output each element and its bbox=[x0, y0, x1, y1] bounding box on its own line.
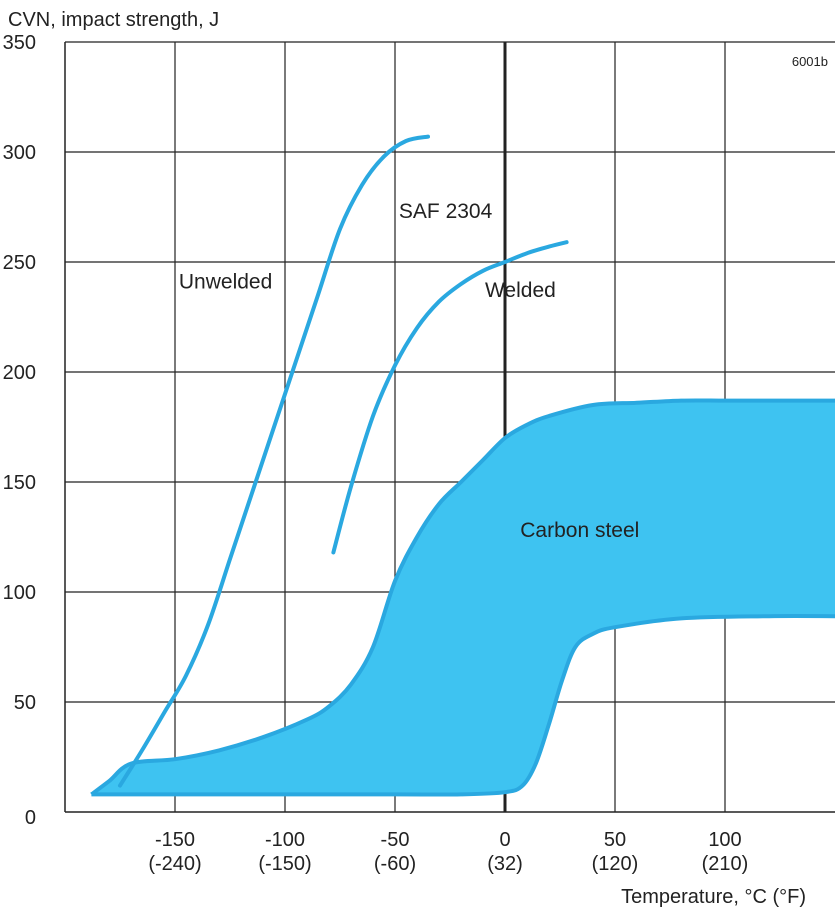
y-tick-label: 350 bbox=[3, 32, 36, 54]
y-tick-label: 100 bbox=[3, 582, 36, 604]
x-tick-label: -150 bbox=[155, 829, 195, 851]
x-tick-label: 50 bbox=[604, 829, 626, 851]
y-tick-label: 50 bbox=[14, 692, 36, 714]
x-tick-label: -50 bbox=[381, 829, 410, 851]
figure-code: 6001b bbox=[792, 54, 828, 69]
y-tick-label: 300 bbox=[3, 142, 36, 164]
x-tick-sublabel: (120) bbox=[592, 853, 639, 875]
y-tick-label: 0 bbox=[25, 807, 36, 829]
y-tick-label: 200 bbox=[3, 362, 36, 384]
y-tick-labels: 0 50 100 150 200 250 300 350 bbox=[3, 32, 36, 829]
y-axis-label: CVN, impact strength, J bbox=[8, 9, 219, 31]
x-tick-sublabel: (-60) bbox=[374, 853, 416, 875]
x-tick-label: 100 bbox=[708, 829, 741, 851]
axes bbox=[64, 42, 835, 813]
x-tick-label: -100 bbox=[265, 829, 305, 851]
annotation-label: Carbon steel bbox=[520, 519, 639, 542]
x-axis-label: Temperature, °C (°F) bbox=[621, 886, 806, 908]
carbon-steel-upper-edge bbox=[90, 398, 835, 796]
y-tick-label: 150 bbox=[3, 472, 36, 494]
x-tick-label: 0 bbox=[499, 829, 510, 851]
annotation-label: Welded bbox=[485, 279, 556, 302]
carbon-steel-band-fill bbox=[91, 400, 835, 795]
y-tick-label: 250 bbox=[3, 252, 36, 274]
carbon-steel-band bbox=[90, 398, 835, 797]
series-line-unwelded bbox=[118, 134, 430, 788]
x-tick-sublabel: (32) bbox=[487, 853, 523, 875]
x-tick-sublabel: (-240) bbox=[148, 853, 201, 875]
series-line-welded bbox=[331, 240, 569, 555]
x-tick-sublabel: (210) bbox=[702, 853, 749, 875]
x-tick-labels: -150(-240) -100(-150) -50(-60) 0(32) 50(120)… bbox=[148, 829, 748, 875]
annotations: SAF 2304 Unwelded Welded Carbon steel bbox=[179, 200, 639, 542]
annotation-label: SAF 2304 bbox=[399, 200, 493, 223]
x-tick-sublabel: (-150) bbox=[258, 853, 311, 875]
series-lines bbox=[118, 134, 569, 788]
carbon-steel-lower-edge bbox=[91, 614, 835, 797]
annotation-label: Unwelded bbox=[179, 270, 272, 293]
